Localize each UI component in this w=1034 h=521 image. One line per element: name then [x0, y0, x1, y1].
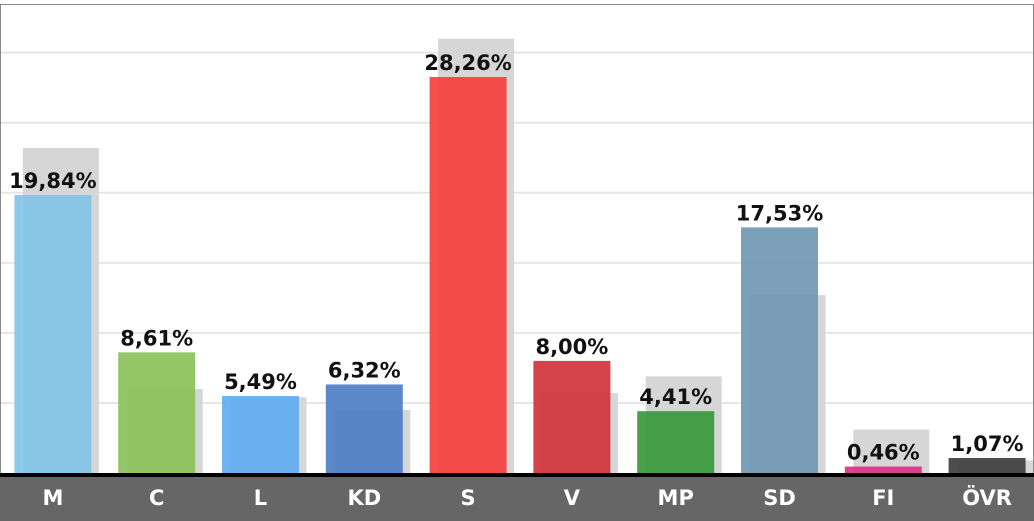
value-label: 4,41% — [639, 385, 712, 409]
value-label: 6,32% — [328, 358, 401, 382]
bar — [948, 458, 1026, 473]
value-label: 0,46% — [847, 441, 920, 465]
category-strip — [0, 477, 1034, 521]
value-label: 8,00% — [535, 335, 608, 359]
x-tick-label: L — [254, 486, 267, 510]
previous-bar — [853, 429, 930, 473]
value-label: 28,26% — [424, 51, 511, 75]
bar — [533, 360, 611, 473]
bar — [222, 396, 299, 473]
x-tick-label: MP — [658, 486, 694, 510]
bar — [637, 411, 715, 473]
value-label: 5,49% — [224, 370, 297, 394]
x-tick-label: S — [461, 486, 476, 510]
x-tick-label: V — [564, 486, 581, 510]
value-label: 1,07% — [951, 432, 1024, 456]
x-tick-label: M — [42, 486, 63, 510]
bar — [118, 352, 196, 473]
x-tick-label: KD — [347, 486, 381, 510]
x-tick-label: FI — [872, 486, 894, 510]
bar — [429, 77, 507, 474]
value-label: 19,84% — [9, 169, 96, 193]
value-label: 8,61% — [120, 326, 193, 350]
bar — [741, 227, 818, 473]
bar — [325, 384, 403, 473]
x-tick-label: ÖVR — [962, 485, 1012, 510]
x-tick-label: C — [149, 486, 164, 510]
value-label: 17,53% — [736, 201, 823, 225]
bar — [844, 466, 922, 473]
bar — [14, 195, 92, 474]
x-tick-label: SD — [763, 486, 796, 510]
